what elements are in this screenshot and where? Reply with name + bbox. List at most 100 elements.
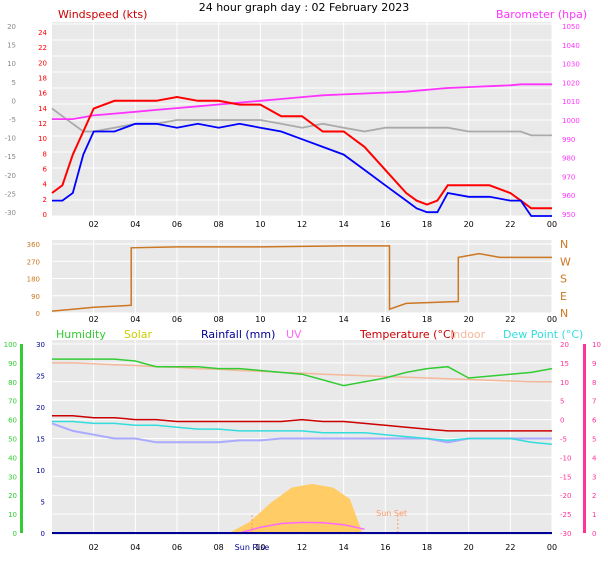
- x-tick-wind: 08: [214, 220, 224, 229]
- wind-outer-tick: 0: [12, 97, 16, 105]
- rainfall-tick: 15: [36, 436, 45, 444]
- x-tick-climate: 16: [380, 543, 390, 552]
- humidity-tick: 0: [13, 530, 17, 538]
- direction-series: [51, 245, 552, 312]
- compass-tick: E: [560, 290, 567, 303]
- series-line-gray: [51, 107, 552, 137]
- barometer-tick: 1030: [562, 61, 580, 69]
- x-tick-direction: 16: [380, 315, 390, 324]
- x-tick-direction: 04: [130, 315, 140, 324]
- humidity-tick: 60: [8, 417, 17, 425]
- x-tick-wind: 14: [339, 220, 349, 229]
- chart-title: 24 hour graph day : 02 February 2023: [199, 1, 410, 14]
- rainfall-tick: 25: [36, 373, 45, 381]
- direction-grid: [52, 240, 553, 314]
- series-line-dew-point: [52, 420, 553, 445]
- rainfall-tick: 30: [36, 341, 45, 349]
- compass-tick: N: [560, 238, 568, 251]
- series-line-direction: [51, 245, 552, 312]
- rainfall-tick: 5: [41, 499, 45, 507]
- legend-label: Temperature (°C): [359, 328, 455, 341]
- direction-tick: 180: [27, 276, 40, 284]
- humidity-tick: 30: [8, 473, 17, 481]
- series-line-gust: [51, 95, 552, 210]
- uv-tick: 0: [592, 530, 596, 538]
- barometer-tick: 1020: [562, 79, 580, 87]
- x-tick-wind: 18: [422, 220, 432, 229]
- x-tick-direction: 10: [255, 315, 265, 324]
- x-tick-climate: 08: [214, 543, 224, 552]
- wind-grid: [52, 22, 553, 217]
- x-tick-wind: 02: [89, 220, 99, 229]
- windspeed-tick: 0: [43, 211, 47, 219]
- uv-tick: 1: [592, 511, 596, 519]
- barometer-tick: 980: [562, 155, 575, 163]
- temperature-tick: 0: [560, 417, 564, 425]
- x-tick-climate: 22: [505, 543, 515, 552]
- wind-outer-tick: 5: [12, 79, 16, 87]
- temperature-tick: 15: [560, 360, 569, 368]
- x-tick-direction: 14: [339, 315, 349, 324]
- x-tick-climate: 00: [547, 543, 557, 552]
- temperature-tick: -30: [560, 530, 571, 538]
- x-tick-direction: 20: [464, 315, 474, 324]
- uv-tick: 5: [592, 436, 596, 444]
- windspeed-tick: 6: [43, 166, 48, 174]
- wind-ticks: 20151050-5-10-15-20-25-30242220181614121…: [5, 23, 580, 219]
- legend-label: Solar: [124, 328, 153, 341]
- x-tick-direction: 18: [422, 315, 432, 324]
- barometer-tick: 1040: [562, 42, 580, 50]
- legend-label: UV: [286, 328, 302, 341]
- windspeed-tick: 24: [38, 29, 47, 37]
- sunrise-label: Sun Rise: [235, 543, 270, 552]
- windspeed-tick: 18: [38, 75, 47, 83]
- humidity-tick: 90: [8, 360, 17, 368]
- barometer-tick: 1010: [562, 98, 580, 106]
- x-tick-climate: 02: [89, 543, 99, 552]
- climate-legend: Humidity Solar Rainfall (mm) UV Temperature …: [56, 328, 583, 341]
- barometer-tick: 1050: [562, 23, 580, 31]
- windspeed-tick: 16: [38, 90, 47, 98]
- legend-label: Humidity: [56, 328, 106, 341]
- climate-ticks: 1009080706050403020100302520151050201510…: [4, 341, 601, 538]
- wind-series: [51, 83, 552, 217]
- x-tick-wind: 22: [505, 220, 515, 229]
- temperature-tick: -10: [560, 454, 571, 462]
- temperature-tick: 10: [560, 379, 569, 387]
- x-tick-climate: 20: [464, 543, 474, 552]
- rainfall-tick: 20: [36, 404, 45, 412]
- wind-outer-tick: -30: [5, 209, 16, 217]
- x-tick-climate: 12: [297, 543, 307, 552]
- compass-tick: N: [560, 307, 568, 320]
- x-tick-direction: 12: [297, 315, 307, 324]
- uv-axis-bar: [583, 344, 586, 533]
- legend-label: Dew Point (°C): [503, 328, 583, 341]
- windspeed-tick: 2: [43, 196, 47, 204]
- temperature-tick: 5: [560, 398, 564, 406]
- x-tick-wind: 04: [130, 220, 140, 229]
- wind-outer-tick: 10: [7, 60, 16, 68]
- wind-outer-tick: -10: [5, 135, 16, 143]
- temperature-tick: -15: [560, 473, 571, 481]
- windspeed-tick: 20: [38, 59, 47, 67]
- humidity-tick: 20: [8, 492, 17, 500]
- humidity-tick: 10: [8, 511, 17, 519]
- windspeed-tick: 4: [43, 181, 48, 189]
- x-tick-direction: 08: [214, 315, 224, 324]
- temperature-tick: 20: [560, 341, 569, 349]
- direction-tick: 360: [27, 241, 40, 249]
- x-tick-direction: 22: [505, 315, 515, 324]
- rainfall-tick: 0: [41, 530, 45, 538]
- x-tick-wind: 10: [255, 220, 265, 229]
- barometer-tick: 960: [562, 192, 575, 200]
- barometer-tick: 970: [562, 173, 575, 181]
- x-tick-direction: 06: [172, 315, 182, 324]
- temperature-tick: -25: [560, 511, 571, 519]
- humidity-tick: 40: [8, 454, 17, 462]
- x-axes: 02 04 06 08 10 12 14 16 18 20 22 00 02 04 06 08 10 12 14 16…: [89, 220, 558, 552]
- direction-tick: 0: [36, 310, 40, 318]
- uv-tick: 8: [592, 379, 596, 387]
- uv-tick: 4: [592, 454, 597, 462]
